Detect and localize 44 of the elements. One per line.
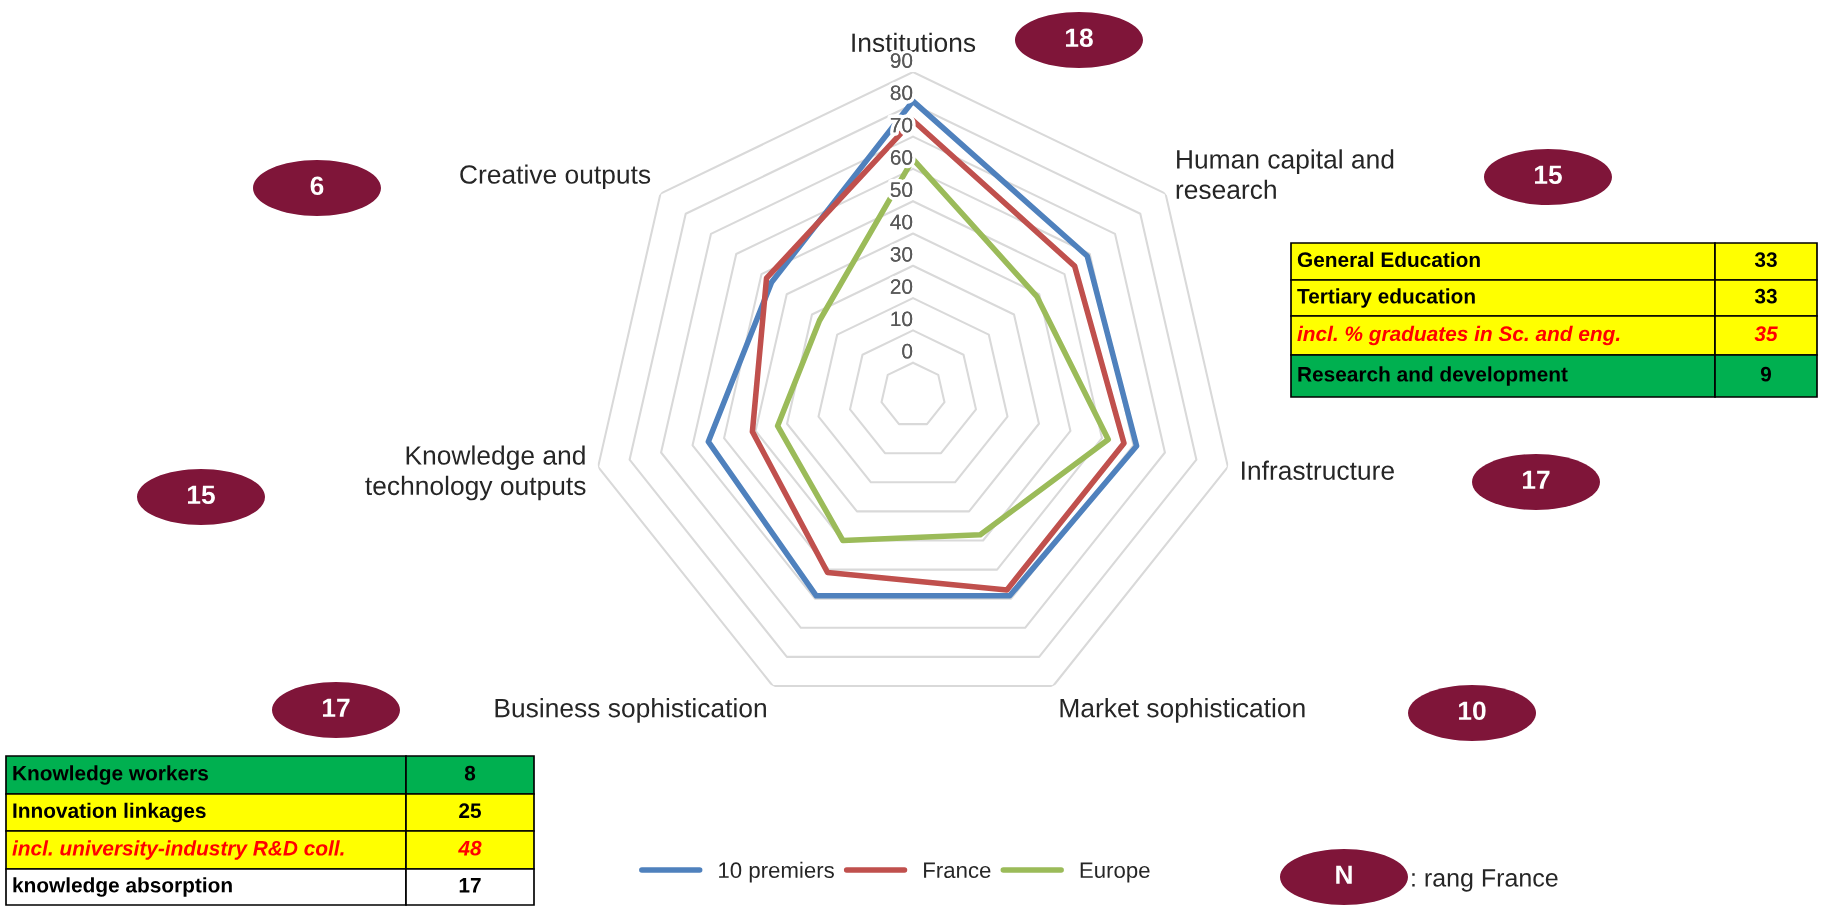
text: Tertiary education xyxy=(1297,288,1475,308)
text: knowledge absorption xyxy=(13,877,232,897)
text: Knowledge workers xyxy=(13,765,208,785)
text: 25 xyxy=(459,803,482,819)
legend-label: Europe xyxy=(1080,862,1150,883)
spoke-label: Knowledge and technology outputs xyxy=(365,445,586,501)
text: Research and development xyxy=(1298,366,1568,386)
text: 8 xyxy=(464,765,476,781)
spoke-label: Infrastructure xyxy=(1242,460,1394,480)
y-tick-label: 70 xyxy=(890,117,913,133)
text: 15 xyxy=(187,485,215,505)
text: 33 xyxy=(1754,252,1777,268)
legend-label: 10 premiers xyxy=(719,861,834,883)
text: 17 xyxy=(322,698,350,717)
y-tick-label: 60 xyxy=(890,150,913,165)
y-tick-label: 20 xyxy=(890,279,913,294)
y-tick-label: 0 xyxy=(902,343,913,359)
text: 18 xyxy=(1065,28,1093,48)
text: 33 xyxy=(1754,288,1777,304)
y-tick-label: 90 xyxy=(890,53,913,68)
text: 17 xyxy=(1522,470,1550,489)
text: 35 xyxy=(1754,326,1778,342)
y-tick-label: 40 xyxy=(890,214,913,230)
text: 6 xyxy=(310,176,324,196)
spoke-label: Market sophistication xyxy=(1060,698,1305,723)
text: incl. university-industry R&D coll. xyxy=(12,840,344,860)
text: incl. % graduates in Sc. and eng. xyxy=(1297,325,1620,346)
spoke-label: Institutions xyxy=(852,32,976,53)
text: : rang France xyxy=(1412,869,1558,892)
text: 48 xyxy=(458,840,482,856)
text: 9 xyxy=(1760,366,1772,382)
text: Innovation linkages xyxy=(13,802,206,823)
y-tick-label: 10 xyxy=(891,311,913,327)
text: 15 xyxy=(1534,165,1562,185)
text: 17 xyxy=(459,878,481,893)
text: 10 xyxy=(1458,701,1486,721)
text: General Education xyxy=(1297,251,1480,268)
y-tick-label: 30 xyxy=(890,246,913,262)
y-tick-label: 80 xyxy=(890,85,913,101)
text: N xyxy=(1336,865,1352,884)
legend-label: France xyxy=(924,862,991,879)
spoke-label: Creative outputs xyxy=(460,164,651,190)
spoke-label: Business sophistication xyxy=(495,698,766,723)
spoke-label: Human capital and research xyxy=(1176,149,1394,200)
